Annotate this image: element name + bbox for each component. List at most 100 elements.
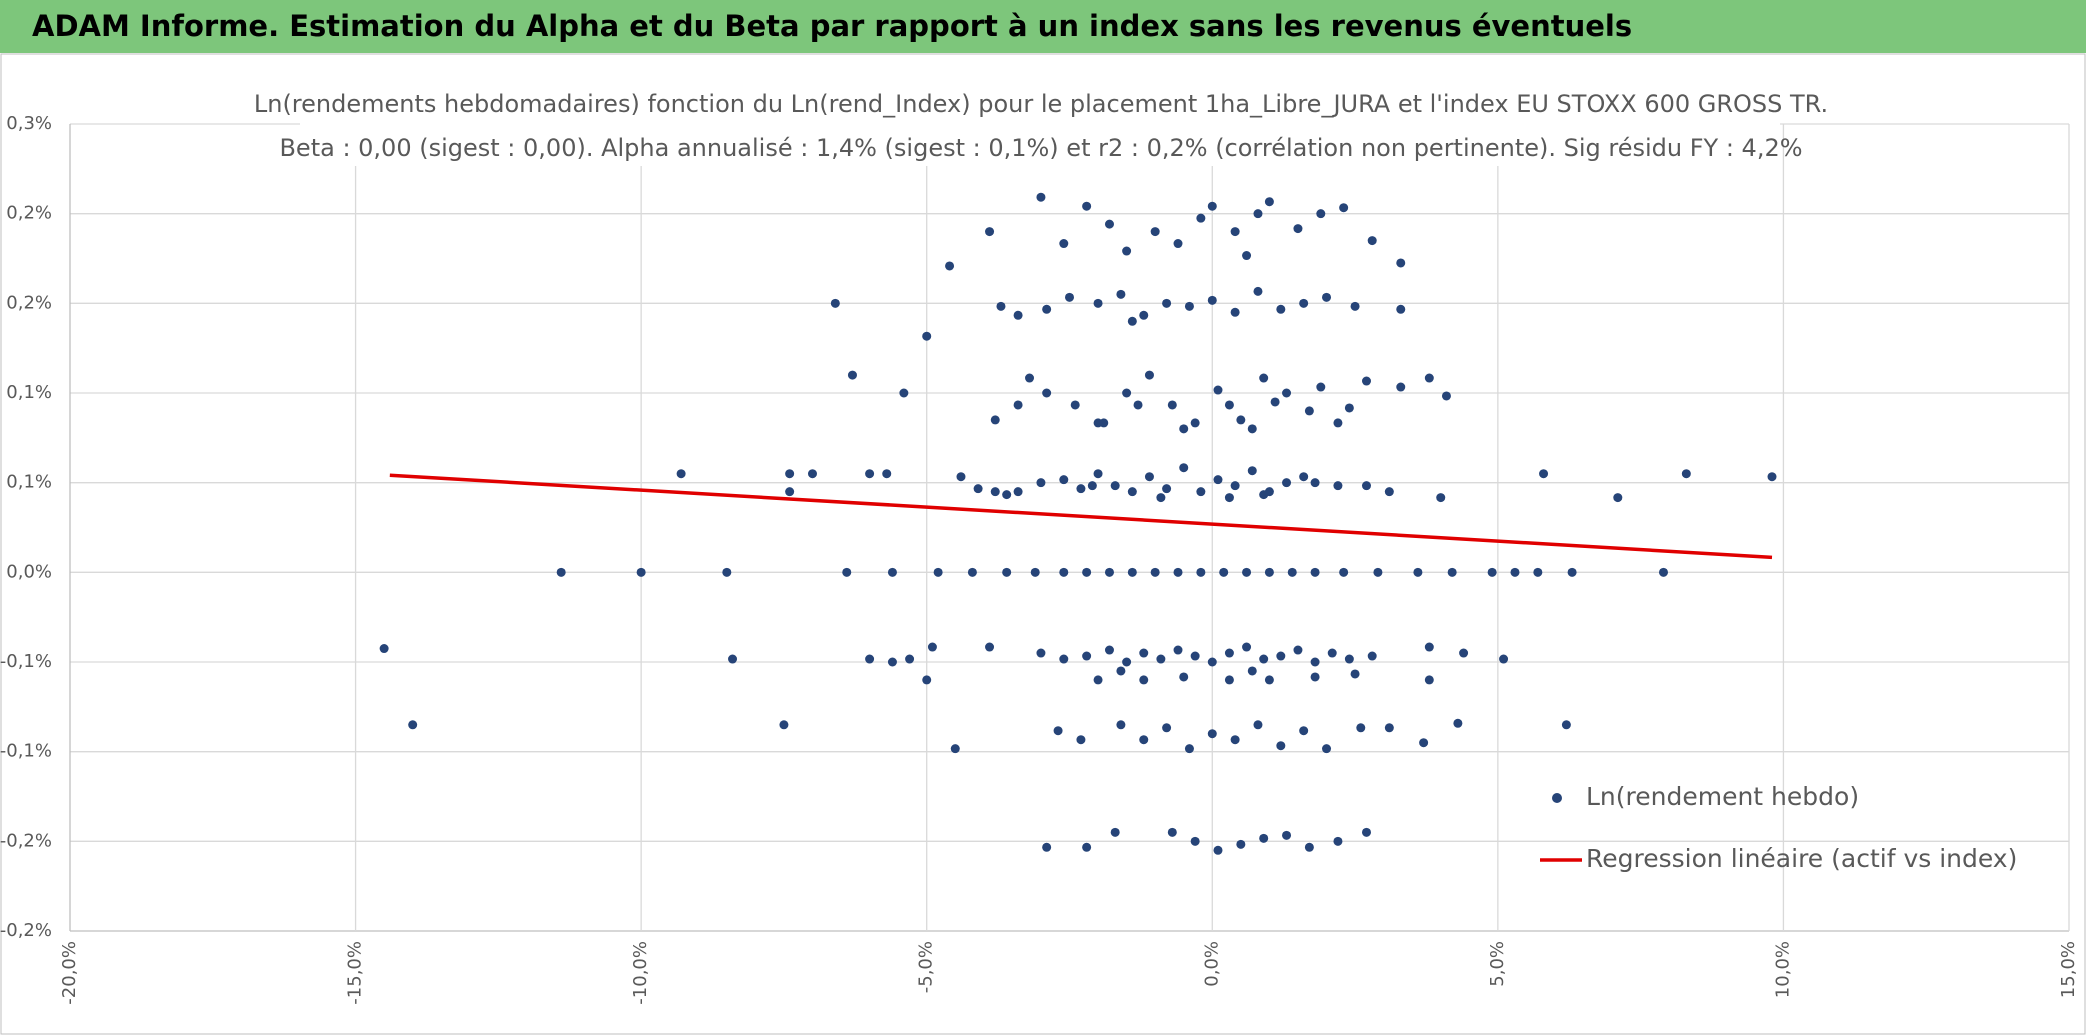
data-point (842, 567, 852, 577)
data-point (1767, 472, 1777, 482)
data-point (1681, 469, 1691, 479)
data-point (1658, 567, 1668, 577)
data-point (676, 469, 686, 479)
data-point (830, 298, 840, 308)
data-point (1230, 735, 1240, 745)
data-point (1230, 227, 1240, 237)
data-point (905, 654, 915, 664)
data-point (865, 654, 875, 664)
data-point (1424, 373, 1434, 383)
data-point (985, 642, 995, 652)
data-point (996, 301, 1006, 311)
data-point (1179, 463, 1189, 473)
y-tick-label: 0,0% (6, 561, 52, 582)
chart-title: Ln(rendements hebdomadaires) fonction du… (254, 90, 1828, 118)
data-point (1373, 567, 1383, 577)
data-point (1453, 718, 1463, 728)
data-point (1065, 292, 1074, 302)
data-point (1036, 648, 1046, 658)
data-point (1287, 567, 1297, 577)
data-point (922, 331, 932, 341)
data-point (1127, 487, 1137, 497)
data-point (1424, 675, 1434, 685)
data-point (1322, 744, 1332, 754)
data-point (1179, 424, 1189, 434)
data-point (1322, 292, 1332, 302)
data-point (1384, 723, 1394, 733)
data-point (1447, 567, 1457, 577)
data-point (1224, 648, 1234, 658)
data-point (1436, 493, 1446, 503)
data-point (1053, 726, 1063, 736)
data-point (1156, 654, 1166, 664)
data-point (1042, 842, 1052, 852)
data-point (1247, 466, 1257, 476)
data-point (1282, 388, 1292, 398)
x-tick-label: -5,0% (916, 941, 937, 993)
data-point (1316, 382, 1326, 392)
data-point (556, 567, 566, 577)
data-point (1259, 654, 1269, 664)
data-point (1127, 567, 1137, 577)
data-point (1076, 484, 1086, 494)
legend-label: Ln(rendement hebdo) (1586, 782, 1859, 811)
data-point (1396, 382, 1406, 392)
data-point (1299, 298, 1309, 308)
data-point (1173, 567, 1183, 577)
data-point (1230, 307, 1240, 317)
data-point (1213, 385, 1223, 395)
data-point (1104, 219, 1114, 229)
data-point (1299, 472, 1309, 482)
legend-marker (1552, 793, 1562, 803)
data-point (1104, 645, 1114, 655)
data-point (1207, 729, 1217, 739)
data-point (1162, 723, 1172, 733)
data-point (1396, 304, 1406, 314)
data-point (1539, 469, 1549, 479)
data-point (1510, 567, 1520, 577)
data-point (1310, 567, 1320, 577)
data-point (1104, 567, 1114, 577)
data-point (1042, 304, 1052, 314)
data-point (1384, 487, 1394, 497)
data-point (1030, 567, 1040, 577)
data-point (1150, 227, 1160, 237)
data-point (1059, 475, 1069, 485)
data-point (1213, 475, 1223, 485)
data-point (1282, 478, 1292, 488)
data-point (882, 469, 892, 479)
data-point (1110, 827, 1120, 837)
data-point (1002, 567, 1012, 577)
data-point (1144, 370, 1154, 380)
data-point (1567, 567, 1577, 577)
data-point (985, 227, 995, 237)
data-point (1333, 836, 1343, 846)
data-point (1247, 666, 1257, 676)
data-point (927, 642, 937, 652)
y-tick-label: -0,1% (0, 651, 52, 672)
data-point (1093, 298, 1103, 308)
data-point (1304, 842, 1314, 852)
data-point (1613, 493, 1623, 503)
data-point (1013, 400, 1023, 410)
data-point (1310, 478, 1320, 488)
data-point (1333, 481, 1343, 491)
data-point (945, 261, 955, 271)
data-point (1350, 669, 1360, 679)
data-point (1264, 197, 1274, 207)
chart-frame (0, 53, 2086, 1035)
data-point (1293, 224, 1303, 234)
data-point (887, 567, 897, 577)
data-point (807, 469, 817, 479)
data-point (1110, 481, 1120, 491)
data-point (1116, 720, 1126, 730)
data-point (1116, 289, 1126, 299)
data-point (1122, 388, 1132, 398)
data-point (1070, 400, 1080, 410)
data-point (1082, 842, 1092, 852)
data-point (1127, 316, 1137, 326)
y-tick-label: -0,1% (0, 741, 52, 762)
data-point (1122, 246, 1132, 256)
data-point (1310, 672, 1320, 682)
data-point (1196, 487, 1206, 497)
